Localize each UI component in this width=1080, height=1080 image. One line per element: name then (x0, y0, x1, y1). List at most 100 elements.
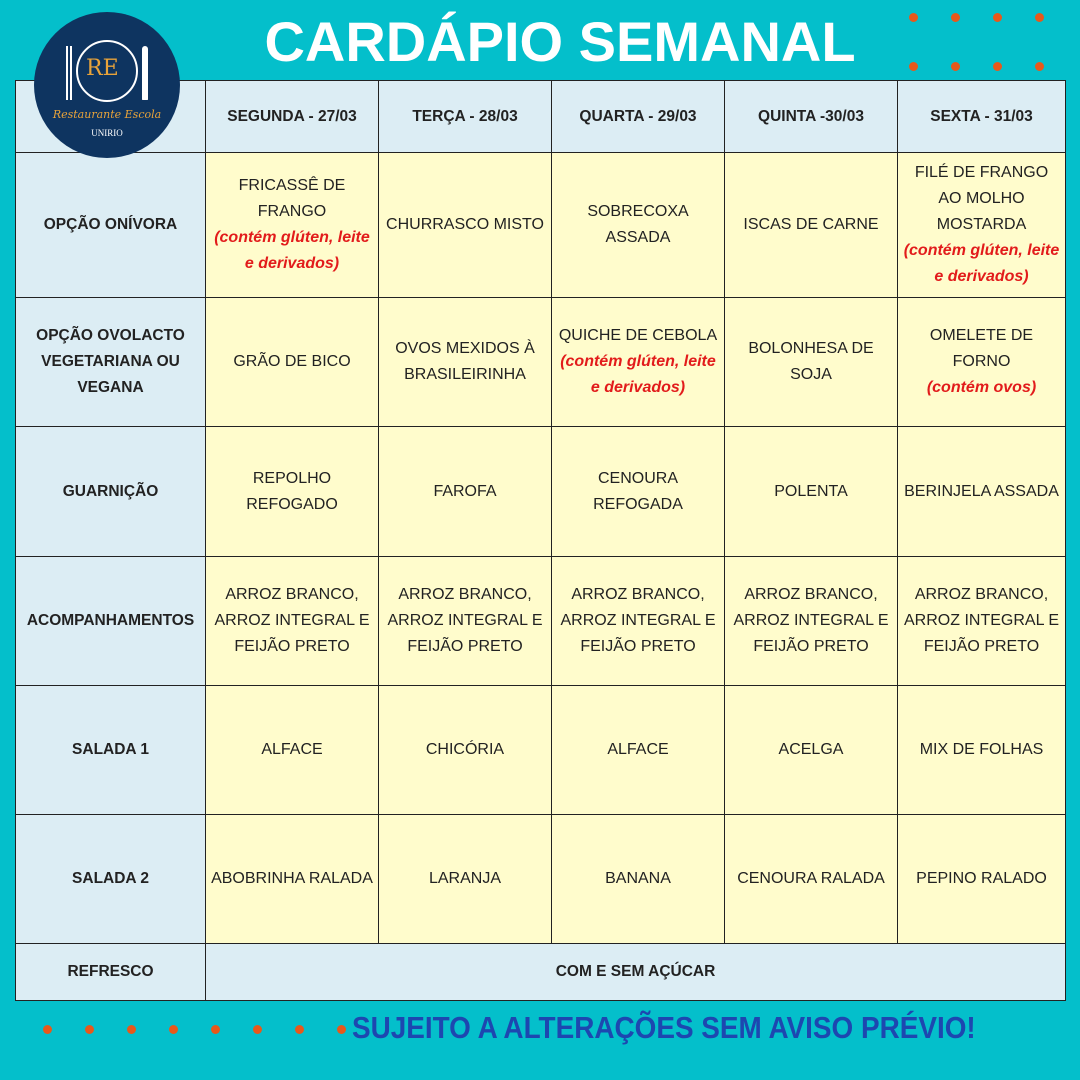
dish-name: ACELGA (778, 741, 844, 758)
allergen-note: (contém glúten, leite e derivados) (903, 242, 1060, 285)
menu-cell: FILÉ DE FRANGO AO MOLHO MOSTARDA (contém … (897, 152, 1066, 298)
decorative-dot (85, 1025, 94, 1034)
dish-name: FAROFA (433, 482, 497, 500)
menu-cell: CENOURA REFOGADA (551, 426, 725, 557)
dish-name: ARROZ BRANCO, ARROZ INTEGRAL E FEIJÃO PR… (214, 586, 370, 655)
dish-name: ABOBRINHA RALADA (211, 870, 373, 887)
dish-name: POLENTA (774, 482, 848, 500)
decorative-dot (337, 1025, 346, 1034)
dish-name: FRICASSÊ DE FRANGO (238, 177, 346, 220)
dish-name: CHICÓRIA (425, 741, 505, 758)
refresco-value: COM E SEM AÇÚCAR (205, 943, 1066, 1001)
menu-cell: LARANJA (378, 814, 552, 944)
decorative-dot (1035, 62, 1044, 71)
plate-icon (76, 40, 138, 102)
restaurant-logo: RE Restaurante Escola UNIRIO (34, 12, 180, 158)
dish-name: ISCAS DE CARNE (743, 216, 879, 233)
menu-cell: ARROZ BRANCO, ARROZ INTEGRAL E FEIJÃO PR… (205, 556, 379, 686)
menu-cell: FAROFA (378, 426, 552, 557)
dish-name: SOBRECOXA ASSADA (587, 203, 689, 246)
menu-cell: SOBRECOXA ASSADA (551, 152, 725, 298)
menu-row: SALADA 2 ABOBRINHA RALADA LARANJA BANANA CEN… (15, 814, 1066, 944)
dish-name: REPOLHO REFOGADO (246, 469, 338, 513)
menu-cell: CHURRASCO MISTO (378, 152, 552, 298)
day-header: SEGUNDA - 27/03 (205, 80, 379, 153)
menu-cell: OMELETE DE FORNO (contém ovos) (897, 297, 1066, 427)
dish-name: CENOURA RALADA (737, 870, 885, 887)
allergen-note: (contém glúten, leite e derivados) (560, 353, 716, 396)
dish-name: OMELETE DE FORNO (929, 327, 1034, 370)
row-label: SALADA 2 (15, 814, 206, 944)
day-header: TERÇA - 28/03 (378, 80, 552, 153)
row-label: REFRESCO (15, 943, 206, 1001)
decorative-dot (951, 62, 960, 71)
decorative-dot (909, 62, 918, 71)
row-label: GUARNIÇÃO (15, 426, 206, 557)
menu-cell: REPOLHO REFOGADO (205, 426, 379, 557)
dish-name: ALFACE (261, 741, 323, 758)
decorative-dot (993, 62, 1002, 71)
decorative-dot (253, 1025, 262, 1034)
dish-name: BOLONHESA DE SOJA (748, 340, 874, 383)
menu-cell: OVOS MEXIDOS À BRASILEIRINHA (378, 297, 552, 427)
menu-cell: CHICÓRIA (378, 685, 552, 815)
menu-row: OPÇÃO ONÍVORA FRICASSÊ DE FRANGO (contém g… (15, 152, 1066, 298)
dish-name: CENOURA REFOGADA (593, 469, 683, 513)
dish-name: ALFACE (607, 741, 669, 758)
menu-cell: BANANA (551, 814, 725, 944)
disclaimer: SUJEITO A ALTERAÇÕES SEM AVISO PRÉVIO! (352, 1010, 976, 1045)
dish-name: FILÉ DE FRANGO AO MOLHO MOSTARDA (914, 164, 1049, 233)
dish-name: ARROZ BRANCO, ARROZ INTEGRAL E FEIJÃO PR… (904, 586, 1059, 655)
menu-cell: ARROZ BRANCO, ARROZ INTEGRAL E FEIJÃO PR… (378, 556, 552, 686)
dish-name: ARROZ BRANCO, ARROZ INTEGRAL E FEIJÃO PR… (387, 586, 543, 655)
logo-name: Restaurante Escola (52, 108, 162, 121)
decorative-dot (127, 1025, 136, 1034)
menu-cell: MIX DE FOLHAS (897, 685, 1066, 815)
row-label: ACOMPANHAMENTOS (15, 556, 206, 686)
menu-cell: ALFACE (205, 685, 379, 815)
decorative-dot (951, 13, 960, 22)
dish-name: OVOS MEXIDOS À BRASILEIRINHA (395, 340, 535, 383)
dish-name: GRÃO DE BICO (233, 353, 351, 370)
decorative-dot (295, 1025, 304, 1034)
menu-cell: PEPINO RALADO (897, 814, 1066, 944)
dish-name: QUICHE DE CEBOLA (558, 327, 718, 344)
allergen-note: (contém ovos) (926, 379, 1037, 396)
dish-name: CHURRASCO MISTO (386, 216, 544, 233)
menu-cell: BOLONHESA DE SOJA (724, 297, 898, 427)
dish-name: PEPINO RALADO (916, 870, 1047, 887)
decorative-dot (909, 13, 918, 22)
menu-row: GUARNIÇÃO REPOLHO REFOGADO FAROFA CENOURA R… (15, 426, 1066, 557)
menu-cell: ARROZ BRANCO, ARROZ INTEGRAL E FEIJÃO PR… (724, 556, 898, 686)
menu-cell: GRÃO DE BICO (205, 297, 379, 427)
decorative-dot (211, 1025, 220, 1034)
dish-name: ARROZ BRANCO, ARROZ INTEGRAL E FEIJÃO PR… (733, 586, 889, 655)
day-header: QUARTA - 29/03 (551, 80, 725, 153)
menu-row: ACOMPANHAMENTOS ARROZ BRANCO, ARROZ INTEG… (15, 556, 1066, 686)
decorative-dot (1035, 13, 1044, 22)
dish-name: LARANJA (428, 870, 502, 887)
decorative-dot (993, 13, 1002, 22)
menu-cell: CENOURA RALADA (724, 814, 898, 944)
dish-name: ARROZ BRANCO, ARROZ INTEGRAL E FEIJÃO PR… (560, 586, 716, 655)
menu-cell: ALFACE (551, 685, 725, 815)
menu-cell: POLENTA (724, 426, 898, 557)
dish-name: BERINJELA ASSADA (904, 482, 1059, 500)
menu-cell: QUICHE DE CEBOLA (contém glúten, leite e … (551, 297, 725, 427)
dish-name: BANANA (605, 870, 671, 887)
menu-cell: ABOBRINHA RALADA (205, 814, 379, 944)
logo-initials: RE (86, 56, 119, 81)
logo-org: UNIRIO (91, 128, 123, 138)
dish-name: MIX DE FOLHAS (919, 741, 1044, 758)
refresco-row: REFRESCO COM E SEM AÇÚCAR (15, 943, 1066, 1001)
knife-icon (142, 46, 148, 100)
menu-cell: ARROZ BRANCO, ARROZ INTEGRAL E FEIJÃO PR… (897, 556, 1066, 686)
menu-cell: ISCAS DE CARNE (724, 152, 898, 298)
menu-cell: FRICASSÊ DE FRANGO (contém glúten, leite … (205, 152, 379, 298)
day-header: QUINTA -30/03 (724, 80, 898, 153)
row-label: OPÇÃO OVOLACTO VEGETARIANA OU VEGANA (15, 297, 206, 427)
decorative-dot (169, 1025, 178, 1034)
fork-icon (66, 46, 72, 100)
row-label: SALADA 1 (15, 685, 206, 815)
day-header: SEXTA - 31/03 (897, 80, 1066, 153)
